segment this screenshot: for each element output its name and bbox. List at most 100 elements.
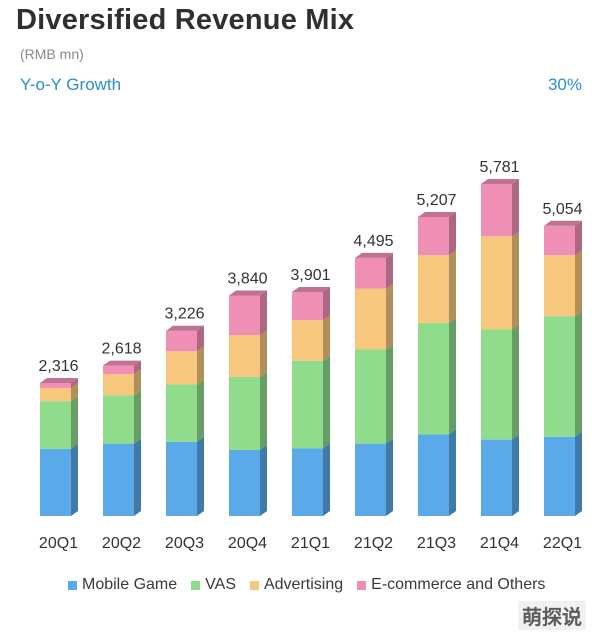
legend-item-advertising: Advertising — [249, 576, 344, 594]
bar-side-20q4-advertising — [260, 330, 267, 378]
total-label-21q2: 4,495 — [353, 233, 393, 250]
legend: Mobile Game VAS Advertising E-commerce a… — [68, 576, 545, 594]
total-label-20q4: 3,840 — [227, 270, 267, 287]
legend-label-ecommerce: E-commerce and Others — [371, 576, 546, 593]
legend-swatch-advertising — [249, 580, 259, 590]
category-label-20q3: 20Q3 — [165, 535, 204, 552]
bar-21q1-e-commerce-and-others — [292, 291, 323, 321]
chart-title: Diversified Revenue Mix — [16, 4, 355, 36]
legend-item-ecommerce: E-commerce and Others — [357, 576, 545, 594]
bar-side-20q2-vas — [134, 390, 141, 444]
bar-side-20q1-mobile-game — [71, 443, 78, 516]
category-label-21q2: 21Q2 — [354, 535, 393, 552]
bar-side-20q3-mobile-game — [197, 436, 204, 516]
bar-side-21q4-vas — [512, 324, 519, 440]
category-label-21q1: 21Q1 — [291, 535, 330, 552]
bar-22q1-mobile-game — [544, 436, 575, 516]
bar-top-21q3 — [418, 211, 456, 217]
bar-side-20q1-e-commerce-and-others — [71, 377, 78, 388]
bar-22q1-e-commerce-and-others — [544, 225, 575, 256]
category-label-22q1: 22Q1 — [543, 535, 582, 552]
bar-top-22q1 — [544, 220, 582, 226]
legend-swatch-ecommerce — [357, 580, 367, 590]
growth-label: Y-o-Y Growth — [20, 75, 122, 94]
bar-21q3-e-commerce-and-others — [418, 216, 449, 256]
bar-21q3-advertising — [418, 255, 449, 324]
bar-side-21q2-mobile-game — [386, 438, 393, 516]
bar-side-20q3-vas — [197, 379, 204, 442]
bar-side-21q4-e-commerce-and-others — [512, 179, 519, 237]
bar-side-21q2-e-commerce-and-others — [386, 252, 393, 289]
bar-20q1-e-commerce-and-others — [40, 382, 71, 388]
total-label-20q3: 3,226 — [164, 306, 204, 323]
growth-value: 30% — [547, 75, 582, 94]
legend-label-advertising: Advertising — [263, 576, 344, 593]
bar-20q1-vas — [40, 401, 71, 449]
bar-20q4-mobile-game — [229, 449, 260, 516]
total-label-21q1: 3,901 — [290, 267, 330, 284]
bar-side-21q2-advertising — [386, 283, 393, 350]
total-label-21q4: 5,781 — [479, 159, 519, 176]
bar-top-20q4 — [229, 290, 267, 296]
bar-21q1-advertising — [292, 320, 323, 361]
bar-20q4-e-commerce-and-others — [229, 295, 260, 336]
legend-item-vas: VAS — [191, 576, 236, 594]
bar-21q2-vas — [355, 349, 386, 444]
bar-side-20q4-vas — [260, 372, 267, 450]
bar-20q1-advertising — [40, 387, 71, 402]
bar-21q3-mobile-game — [418, 434, 449, 516]
total-label-20q1: 2,316 — [38, 358, 78, 375]
legend-swatch-mobile-game — [68, 580, 77, 590]
bar-21q2-e-commerce-and-others — [355, 257, 386, 289]
bar-20q3-e-commerce-and-others — [166, 330, 197, 352]
total-label-21q3: 5,207 — [416, 192, 456, 209]
category-label-21q3: 21Q3 — [417, 535, 456, 552]
bar-side-20q2-advertising — [134, 369, 141, 396]
category-label-20q4: 20Q4 — [228, 535, 267, 552]
bar-20q2-e-commerce-and-others — [103, 365, 134, 375]
bar-21q4-vas — [481, 329, 512, 440]
bar-side-20q4-mobile-game — [260, 444, 267, 516]
bar-21q4-mobile-game — [481, 439, 512, 516]
watermark-text: 萌探说 — [518, 601, 586, 630]
category-label-20q1: 20Q1 — [39, 535, 78, 552]
bar-top-20q2 — [103, 360, 141, 366]
bar-side-21q1-mobile-game — [323, 443, 330, 516]
bar-21q1-vas — [292, 360, 323, 449]
bar-side-21q3-vas — [449, 318, 456, 435]
bar-side-20q3-advertising — [197, 346, 204, 385]
category-label-20q2: 20Q2 — [102, 535, 141, 552]
total-label-20q2: 2,618 — [101, 341, 141, 358]
bar-side-20q1-vas — [71, 396, 78, 449]
bar-top-21q1 — [292, 286, 330, 292]
legend-label-mobile-game: Mobile Game — [82, 576, 178, 593]
bar-20q4-vas — [229, 377, 260, 450]
bar-top-20q3 — [166, 325, 204, 331]
bar-21q4-advertising — [481, 236, 512, 330]
bar-20q3-advertising — [166, 351, 197, 385]
bar-side-20q2-mobile-game — [134, 438, 141, 516]
stacked-bar-chart: 2,316 20Q1 2,618 20Q2 3,226 20Q3 3,840 20Q4 3,90… — [38, 159, 582, 552]
bar-21q1-mobile-game — [292, 448, 323, 516]
bar-top-21q2 — [355, 252, 393, 258]
bar-side-21q1-vas — [323, 355, 330, 449]
bar-20q4-advertising — [229, 335, 260, 378]
bar-side-20q3-e-commerce-and-others — [197, 325, 204, 352]
bar-side-22q1-advertising — [575, 250, 582, 317]
legend-swatch-vas — [191, 580, 201, 590]
bar-22q1-advertising — [544, 255, 575, 317]
bar-21q2-advertising — [355, 288, 386, 350]
bar-21q4-e-commerce-and-others — [481, 184, 512, 237]
bar-20q2-vas — [103, 395, 134, 444]
bar-side-21q3-advertising — [449, 250, 456, 324]
bar-side-22q1-e-commerce-and-others — [575, 220, 582, 256]
bar-side-21q3-e-commerce-and-others — [449, 211, 456, 256]
bar-22q1-vas — [544, 316, 575, 437]
bar-side-21q3-mobile-game — [449, 429, 456, 516]
bar-top-21q4 — [481, 179, 519, 184]
bar-20q3-mobile-game — [166, 441, 197, 516]
bar-21q2-mobile-game — [355, 443, 386, 516]
bar-side-20q2-e-commerce-and-others — [134, 360, 141, 375]
legend-label-vas: VAS — [205, 576, 236, 593]
bar-top-20q1 — [40, 377, 78, 383]
